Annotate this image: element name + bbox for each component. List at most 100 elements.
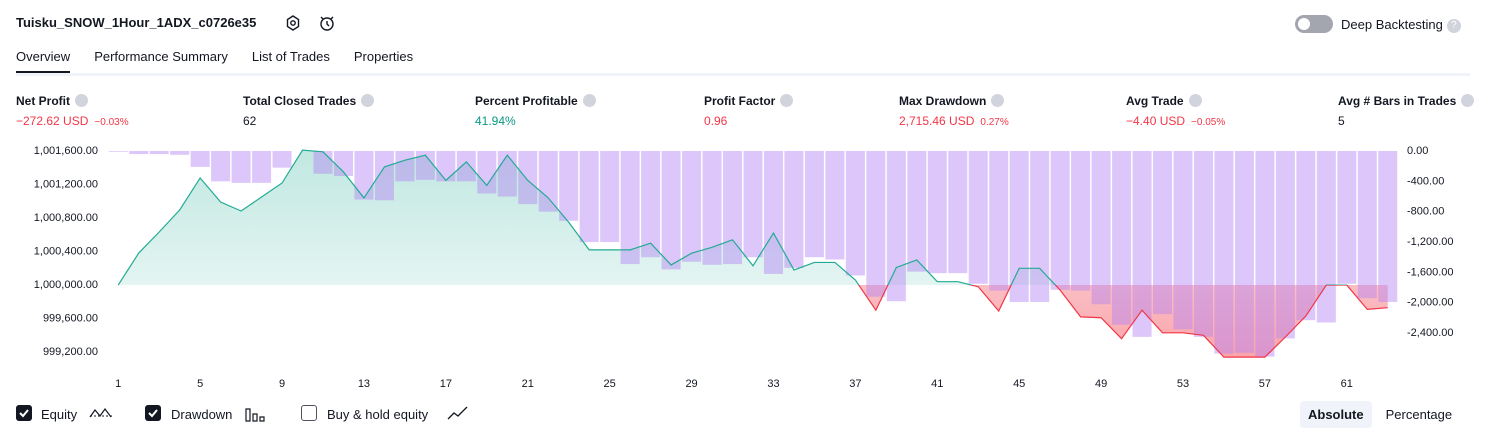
drawdown-bar [600,151,620,243]
toggle-label: Buy & hold equity [327,407,429,422]
info-icon [1188,94,1202,107]
tab[interactable]: Overview [16,49,71,73]
drawdown-bar [518,151,538,205]
metric-value-row: 2,715.46 USD 0.27% [899,114,1009,128]
settings-icon[interactable] [284,14,302,32]
x-tick-label: 29 [685,378,697,390]
drawdown-bar [886,151,906,302]
drawdown-bar [190,151,210,167]
drawdown-bar [866,151,886,297]
drawdown-bar [395,151,415,182]
y2-tick-label: -1,600.00 [1407,266,1453,278]
drawdown-bar [641,151,661,258]
drawdown-bar [415,151,435,180]
drawdown-checkbox[interactable] [145,405,161,421]
drawdown-bar [702,151,722,265]
drawdown-bar [989,151,1009,291]
drawdown-bar [211,151,231,182]
x-tick-label: 5 [197,378,203,390]
drawdown-bar [1296,151,1316,321]
metric: Total Closed Trades 62 [243,94,375,128]
buy-hold-checkbox[interactable] [301,405,317,421]
x-tick-label: 41 [931,378,943,390]
x-tick-label: 1 [115,378,121,390]
mode-button[interactable]: Percentage [1385,407,1453,422]
metric-value: 2,715.46 USD [899,114,975,128]
equity-line [117,149,1348,286]
metric-change: −0.05% [1191,117,1226,128]
toggle-label: Drawdown [171,407,233,422]
metric-value-row: 0.96 [704,114,793,128]
drawdown-bar [1173,151,1193,330]
drawdown-bar [456,151,476,182]
metric-change: 0.27% [980,117,1009,128]
drawdown-bar [1112,151,1132,325]
drawdown-bar [1378,151,1398,302]
help-icon[interactable]: ? [1446,18,1461,33]
y2-tick-label: -400.00 [1407,175,1444,187]
metric: Avg Trade −4.40 USD −0.05% [1126,94,1225,128]
equity-icon [89,407,112,418]
chart: 1,001,600.00 1,001,200.00 1,000,800.00 1,00… [34,145,1454,390]
drawdown-bar [559,151,579,221]
metric: Profit Factor 0.96 [704,94,794,128]
x-tick-label: 9 [279,378,285,390]
metric: Net Profit −272.62 USD −0.03% [16,94,129,128]
drawdown-bar [804,151,824,258]
equity-checkbox[interactable] [16,405,32,421]
drawdown-bar [1132,151,1152,337]
deep-backtesting-label: Deep Backtesting? [1341,17,1461,33]
drawdown-bar [1050,151,1070,290]
metric-label: Total Closed Trades [243,94,375,108]
metric-label: Net Profit [16,94,129,108]
refresh-icon[interactable] [318,14,336,32]
metric-value: 5 [1338,114,1345,128]
drawdown-bar [1316,151,1336,323]
tab[interactable]: Properties [353,49,414,64]
tabs: Overview Performance Summary List of Trade… [16,49,413,73]
drawdown-bar [845,151,865,276]
drawdown-bar [231,151,251,183]
drawdown-bar [579,151,599,243]
drawdown-bar [108,151,128,152]
drawdown-bar [252,151,272,183]
metric-value: −272.62 USD [16,114,89,128]
drawdown-bar [477,151,497,194]
drawdown-bar [354,151,374,200]
drawdown-bar [1275,151,1295,339]
metric: Percent Profitable 41.94% [475,94,596,128]
y-tick-label: 1,000,400.00 [34,245,98,257]
x-tick-label: 49 [1095,378,1107,390]
drawdown-bar [313,151,333,174]
buy-hold-icon [447,406,468,420]
drawdown-bar [763,151,783,274]
drawdown-bar [497,151,517,197]
info-icon [1461,94,1475,107]
metric: Max Drawdown 2,715.46 USD 0.27% [899,94,1009,128]
y2-tick-label: 0.00 [1407,145,1428,157]
y2-tick-label: -1,200.00 [1407,236,1453,248]
drawdown-bar [1153,151,1173,315]
mode-button[interactable]: Absolute [1300,401,1372,428]
y-tick-label: 999,200.00 [43,346,98,358]
drawdown-bar [948,151,968,274]
x-tick-label: 45 [1013,378,1025,390]
drawdown-bar [784,151,804,268]
deep-backtesting-toggle[interactable] [1295,15,1333,33]
metric-value-row: 41.94% [475,114,596,128]
drawdown-bar [1337,151,1357,284]
metric-value: −4.40 USD [1126,114,1186,128]
drawdown-bar [1030,151,1050,302]
drawdown-bar [333,151,353,177]
equity-line [118,285,1388,358]
drawdown-bar [1357,151,1377,299]
metric-label: Max Drawdown [899,94,1009,108]
drawdown-bar [1255,151,1275,357]
drawdown-bar [968,151,988,284]
tab[interactable]: List of Trades [251,49,330,64]
metric-label: Avg Trade [1126,94,1225,108]
info-icon [991,94,1005,107]
info-icon [582,94,596,107]
tab[interactable]: Performance Summary [94,49,228,64]
x-tick-label: 37 [849,378,861,390]
